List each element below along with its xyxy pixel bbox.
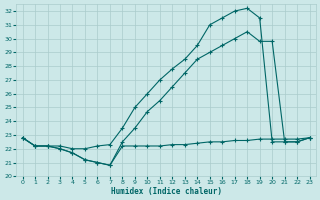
X-axis label: Humidex (Indice chaleur): Humidex (Indice chaleur) bbox=[111, 187, 221, 196]
